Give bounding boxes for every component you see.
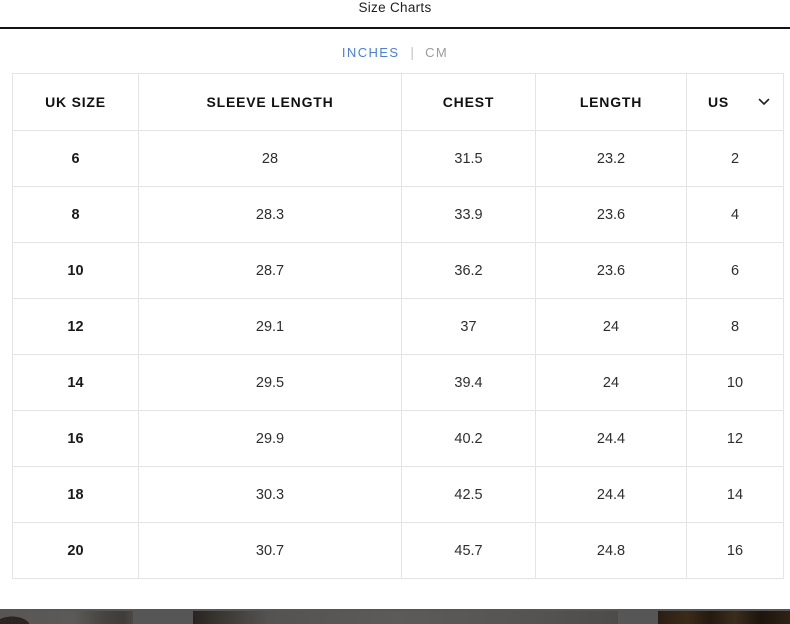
table-cell: 28.7 (138, 242, 402, 299)
table-row: 14 29.5 39.4 24 10 (12, 354, 784, 411)
table-cell: 4 (686, 186, 784, 243)
table-cell: 40.2 (401, 410, 536, 467)
tab-cm[interactable]: CM (425, 44, 449, 60)
table-cell: 23.6 (535, 186, 687, 243)
tab-separator: | (410, 44, 415, 60)
header-uk-size: UK SIZE (12, 73, 139, 131)
page-title: Size Charts (358, 0, 432, 15)
table-cell: 39.4 (401, 354, 536, 411)
table-cell: 20 (12, 522, 139, 579)
table-cell: 18 (12, 466, 139, 523)
table-row: 6 28 31.5 23.2 2 (12, 130, 784, 187)
table-cell: 45.7 (401, 522, 536, 579)
table-cell: 14 (12, 354, 139, 411)
table-cell: 24 (535, 298, 687, 355)
product-gallery-peek (0, 609, 790, 624)
table-cell: 14 (686, 466, 784, 523)
table-row: 18 30.3 42.5 24.4 14 (12, 466, 784, 523)
table-cell: 24.4 (535, 410, 687, 467)
us-dropdown-label: US (708, 94, 730, 110)
unit-tabs: INCHES | CM (0, 44, 790, 60)
table-cell: 28.3 (138, 186, 402, 243)
table-row: 8 28.3 33.9 23.6 4 (12, 186, 784, 243)
table-cell: 31.5 (401, 130, 536, 187)
product-photo-left (0, 611, 133, 624)
table-cell: 36.2 (401, 242, 536, 299)
table-cell: 37 (401, 298, 536, 355)
table-cell: 24 (535, 354, 687, 411)
table-cell: 29.1 (138, 298, 402, 355)
header-length: LENGTH (535, 73, 687, 131)
table-cell: 30.7 (138, 522, 402, 579)
table-cell: 23.2 (535, 130, 687, 187)
size-chart-table: UK SIZE SLEEVE LENGTH CHEST LENGTH US (12, 73, 784, 579)
header: Size Charts (0, 0, 790, 29)
table-row: 10 28.7 36.2 23.6 6 (12, 242, 784, 299)
product-photo-center (193, 611, 618, 624)
tab-inches[interactable]: INCHES (341, 44, 400, 60)
table-cell: 10 (686, 354, 784, 411)
table-body: 6 28 31.5 23.2 2 8 28.3 33.9 23.6 4 10 28.7 36.2 23.6… (12, 130, 784, 579)
table-cell: 30.3 (138, 466, 402, 523)
table-cell: 16 (686, 522, 784, 579)
table-cell: 6 (686, 242, 784, 299)
table-cell: 8 (686, 298, 784, 355)
table-cell: 12 (686, 410, 784, 467)
header-chest: CHEST (401, 73, 536, 131)
product-photo-right (658, 611, 790, 624)
header-sleeve-length: SLEEVE LENGTH (138, 73, 402, 131)
table-cell: 10 (12, 242, 139, 299)
table-cell: 29.5 (138, 354, 402, 411)
table-cell: 8 (12, 186, 139, 243)
table-row: 12 29.1 37 24 8 (12, 298, 784, 355)
table-row: 16 29.9 40.2 24.4 12 (12, 410, 784, 467)
table-cell: 16 (12, 410, 139, 467)
table-cell: 24.4 (535, 466, 687, 523)
table-cell: 12 (12, 298, 139, 355)
table-row: 20 30.7 45.7 24.8 16 (12, 522, 784, 579)
table-cell: 28 (138, 130, 402, 187)
table-cell: 33.9 (401, 186, 536, 243)
table-header-row: UK SIZE SLEEVE LENGTH CHEST LENGTH US (12, 73, 784, 131)
table-cell: 6 (12, 130, 139, 187)
table-cell: 29.9 (138, 410, 402, 467)
table-cell: 2 (686, 130, 784, 187)
table-cell: 23.6 (535, 242, 687, 299)
header-us-dropdown[interactable]: US (686, 73, 784, 131)
table-cell: 24.8 (535, 522, 687, 579)
table-cell: 42.5 (401, 466, 536, 523)
chevron-down-icon (758, 98, 770, 106)
